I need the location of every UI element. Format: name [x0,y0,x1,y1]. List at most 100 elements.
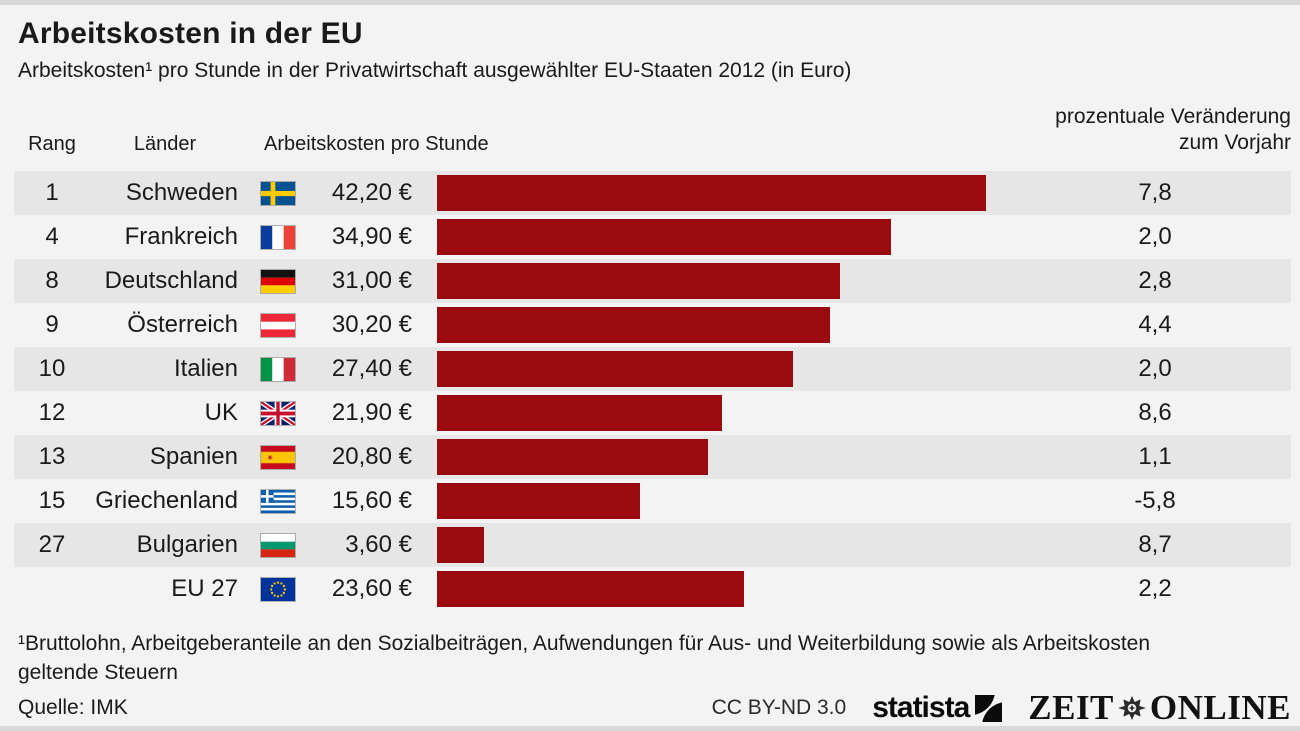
flag-eu [261,577,295,601]
zeit-logo-text-left: ZEIT [1028,688,1114,727]
table-row: 4 Frankreich 34,90 € 2,0 [14,215,1291,259]
country-cell: Frankreich [124,223,238,250]
flag-austria [261,313,295,337]
change-cell: 2,8 [1138,267,1172,294]
flag-wrap [240,357,316,381]
flag-wrap [240,181,316,205]
country-cell: Griechenland [95,487,238,514]
flag-wrap [240,401,316,425]
bar-track [437,303,993,347]
flag-wrap [240,577,316,601]
bar-track [437,523,993,567]
bar [437,439,708,475]
bar [437,395,722,431]
country-cell: Spanien [149,443,238,470]
flag-wrap [240,489,316,513]
bar-track [437,215,993,259]
flag-wrap [240,533,316,557]
value-cell: 3,60 € [345,531,412,558]
change-cell: -5,8 [1134,487,1176,514]
bar [437,307,830,343]
bar-track [437,435,993,479]
license-label: CC BY-ND 3.0 [711,696,847,719]
column-header-change-line1: prozentuale Veränderung [1055,105,1291,128]
value-cell: 15,60 € [331,487,412,514]
table-row: 1 Schweden 42,20 € 7,8 [14,171,1291,215]
column-header-row: Rang Länder Arbeitskosten pro Stunde pro… [14,99,1291,163]
change-cell: 4,4 [1138,311,1172,338]
bottom-border-strip [0,726,1300,731]
bar-track [437,171,993,215]
flag-wrap [240,269,316,293]
table-row: EU 27 23,60 € 2,2 [14,567,1291,611]
table-row: 15 Griechenland 15,60 € -5,8 [14,479,1291,523]
table-row: 10 Italien 27,40 € 2,0 [14,347,1291,391]
zeit-online-logo: ZEIT ONLINE [1028,688,1291,728]
bar [437,571,744,607]
table-row: 13 Spanien 20,80 € 1,1 [14,435,1291,479]
bar-track [437,259,993,303]
zeit-logo-text-right: ONLINE [1149,688,1291,727]
value-cell: 30,20 € [331,311,412,338]
value-cell: 34,90 € [331,223,412,250]
country-cell: Bulgarien [136,531,238,558]
footer-row: Quelle: IMK CC BY-ND 3.0 statista ZEIT O… [18,688,1291,728]
rank-cell: 15 [38,487,66,514]
flag-germany [261,269,295,293]
chart-subtitle: Arbeitskosten¹ pro Stunde in der Privatw… [18,59,852,82]
bar-track [437,391,993,435]
rank-cell: 4 [45,223,59,250]
change-cell: 2,2 [1138,575,1172,602]
value-cell: 21,90 € [331,399,412,426]
rank-cell: 8 [45,267,59,294]
rank-cell: 9 [45,311,59,338]
table-row: 8 Deutschland 31,00 € 2,8 [14,259,1291,303]
bar-track [437,347,993,391]
column-header-country: Länder [133,133,197,155]
rank-cell: 12 [38,399,66,426]
column-header-cost: Arbeitskosten pro Stunde [264,133,489,155]
change-cell: 1,1 [1138,443,1172,470]
bar [437,351,793,387]
rank-cell: 10 [38,355,66,382]
table-row: 12 UK 21,90 € 8,6 [14,391,1291,435]
statista-logo-text: statista [872,691,970,724]
value-cell: 31,00 € [331,267,412,294]
change-cell: 2,0 [1138,223,1172,250]
rank-cell: 27 [38,531,66,558]
zeit-crest-icon [1117,696,1146,720]
statista-logo: statista [872,691,1003,725]
table-rows: 1 Schweden 42,20 € 7,8 4 Frankreich 34,9… [14,171,1291,611]
value-cell: 27,40 € [331,355,412,382]
rank-cell: 13 [38,443,66,470]
bar [437,263,840,299]
flag-wrap [240,225,316,249]
change-cell: 8,6 [1138,399,1172,426]
bar [437,527,484,563]
column-header-rank: Rang [28,133,76,155]
bar [437,483,640,519]
flag-wrap [240,313,316,337]
change-cell: 2,0 [1138,355,1172,382]
value-cell: 42,20 € [331,179,412,206]
flag-bulgaria [261,533,295,557]
bar [437,219,891,255]
statista-logo-icon [975,694,1003,722]
country-cell: Italien [173,355,238,382]
table-row: 9 Österreich 30,20 € 4,4 [14,303,1291,347]
value-cell: 23,60 € [331,575,412,602]
top-border-strip [0,0,1300,5]
rank-cell: 1 [45,179,59,206]
country-cell: UK [204,399,238,426]
chart-header: Arbeitskosten in der EU Arbeitskosten¹ p… [0,0,1300,85]
flag-france [261,225,295,249]
bar [437,175,986,211]
flag-greece [261,489,295,513]
flag-spain [261,445,295,469]
bar-track [437,479,993,523]
chart-title: Arbeitskosten in der EU [18,17,363,50]
footnote: ¹Bruttolohn, Arbeitgeberanteile an den S… [18,632,1151,684]
country-cell: Deutschland [104,267,238,294]
flag-uk [261,401,295,425]
